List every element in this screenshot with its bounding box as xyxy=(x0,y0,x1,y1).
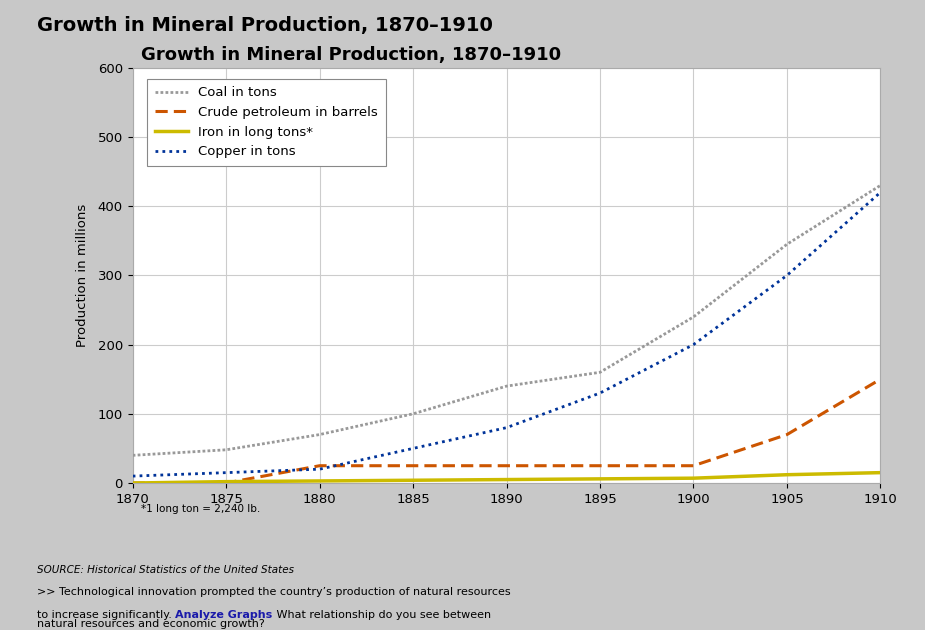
Text: SOURCE: Historical Statistics of the United States: SOURCE: Historical Statistics of the Uni… xyxy=(37,564,294,575)
Text: Growth in Mineral Production, 1870–1910: Growth in Mineral Production, 1870–1910 xyxy=(37,16,493,35)
Text: >> Technological innovation prompted the country’s production of natural resourc: >> Technological innovation prompted the… xyxy=(37,587,511,597)
Y-axis label: Production in millions: Production in millions xyxy=(77,203,90,347)
Text: to increase significantly.: to increase significantly. xyxy=(37,610,176,620)
Text: Analyze Graphs: Analyze Graphs xyxy=(176,610,273,620)
Text: Growth in Mineral Production, 1870–1910: Growth in Mineral Production, 1870–1910 xyxy=(142,47,561,64)
Legend: Coal in tons, Crude petroleum in barrels, Iron in long tons*, Copper in tons: Coal in tons, Crude petroleum in barrels… xyxy=(147,79,386,166)
Text: natural resources and economic growth?: natural resources and economic growth? xyxy=(37,619,265,629)
Text: *1 long ton = 2,240 lb.: *1 long ton = 2,240 lb. xyxy=(142,504,261,514)
Text: What relationship do you see between: What relationship do you see between xyxy=(273,610,491,620)
